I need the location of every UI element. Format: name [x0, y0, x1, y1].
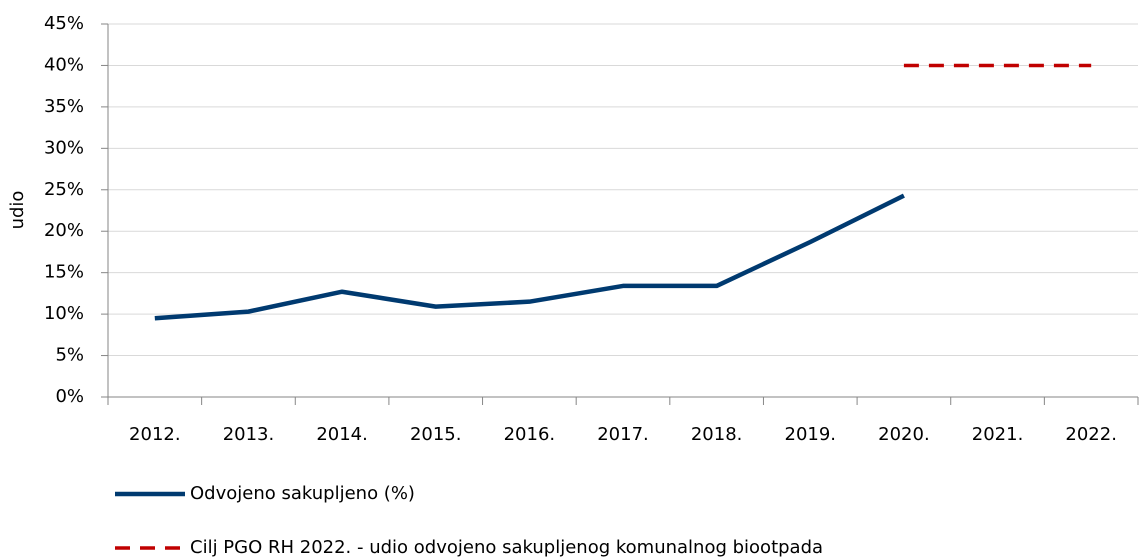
x-tick-label: 2015.: [410, 424, 462, 445]
x-tick-label: 2018.: [691, 424, 743, 445]
y-axis-label: udio: [7, 191, 28, 230]
x-tick-label: 2012.: [129, 424, 181, 445]
y-tick-label: 10%: [44, 303, 84, 324]
y-tick-label: 35%: [44, 96, 84, 117]
y-tick-label: 5%: [55, 345, 84, 366]
y-tick-label: 0%: [55, 386, 84, 407]
x-tick-label: 2020.: [878, 424, 930, 445]
x-tick-label: 2021.: [972, 424, 1024, 445]
x-tick-label: 2022.: [1065, 424, 1117, 445]
legend-label: Odvojeno sakupljeno (%): [190, 483, 415, 504]
x-tick-label: 2016.: [504, 424, 556, 445]
y-tick-label: 25%: [44, 179, 84, 200]
y-tick-label: 30%: [44, 137, 84, 158]
y-tick-label: 15%: [44, 262, 84, 283]
x-tick-label: 2019.: [785, 424, 837, 445]
series-line: [154, 193, 905, 321]
y-tick-label: 20%: [44, 220, 84, 241]
x-tick-label: 2013.: [223, 424, 275, 445]
y-tick-label: 40%: [44, 54, 84, 75]
x-tick-label: 2017.: [597, 424, 649, 445]
legend-label: Cilj PGO RH 2022. - udio odvojeno sakupl…: [190, 537, 823, 558]
y-tick-label: 45%: [44, 13, 84, 34]
x-tick-label: 2014.: [316, 424, 368, 445]
